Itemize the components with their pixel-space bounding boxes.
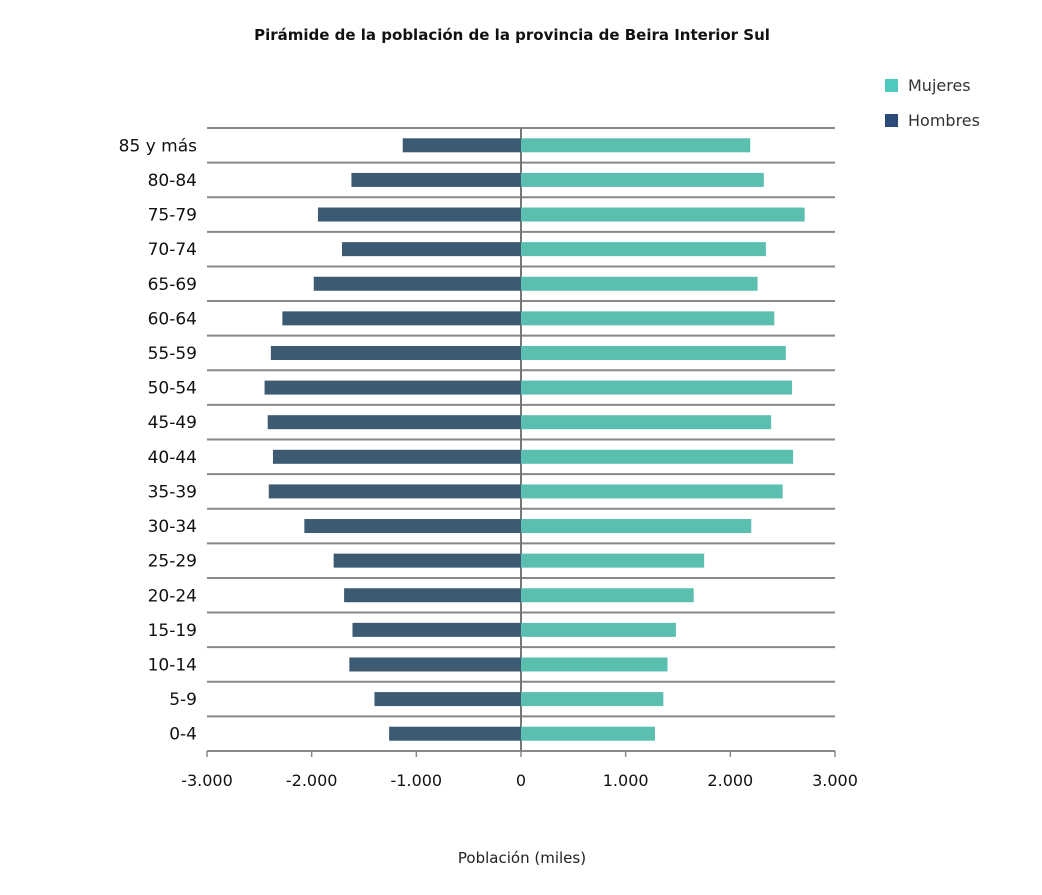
category-label: 65-69 [148,275,197,295]
category-label: 15-19 [148,621,197,641]
category-label: 45-49 [148,413,197,433]
bar-hombres [272,449,521,464]
category-label: 75-79 [148,206,197,226]
bar-mujeres [521,692,664,707]
bar-hombres [282,311,521,326]
x-tick-label: -3.000 [181,771,233,790]
bar-mujeres [521,519,752,534]
bar-hombres [342,242,521,257]
bar-mujeres [521,380,793,395]
category-label: 30-34 [148,517,197,537]
category-label: 5-9 [169,690,197,710]
x-tick-label: 2.000 [707,771,753,790]
bar-mujeres [521,449,794,464]
x-tick-label: -1.000 [391,771,443,790]
legend-label-mujeres: Mujeres [908,76,971,95]
x-tick-label: 0 [516,771,526,790]
category-labels: 85 y más 80-84 75-79 70-74 65-69 60-64 55-59 50… [119,136,197,744]
x-tick-label: 1.000 [603,771,649,790]
bar-hombres [352,622,521,637]
bar-mujeres [521,276,758,291]
category-label: 35-39 [148,482,197,502]
bar-mujeres [521,345,786,360]
legend: Mujeres Hombres [885,76,980,130]
bar-mujeres [521,622,676,637]
category-label: 20-24 [148,586,197,606]
x-axis-label: Población (miles) [458,849,586,867]
bar-hombres [313,276,521,291]
category-label: 85 y más [119,136,197,156]
bar-mujeres [521,415,772,430]
category-label: 25-29 [148,552,197,572]
legend-swatch-mujeres [885,79,898,92]
category-label: 80-84 [148,171,197,191]
category-label: 0-4 [169,725,197,745]
category-label: 55-59 [148,344,197,364]
bar-hombres [402,138,521,153]
x-tick-label: -2.000 [286,771,338,790]
legend-swatch-hombres [885,114,898,127]
bar-hombres [333,553,521,568]
x-tick-labels: -3.000 -2.000 -1.000 0 1.000 2.000 3.000 [181,751,858,790]
bar-hombres [374,692,521,707]
bar-mujeres [521,484,783,499]
category-label: 60-64 [148,309,197,329]
bar-hombres [304,519,521,534]
category-label: 40-44 [148,448,197,468]
legend-label-hombres: Hombres [908,111,980,130]
bar-mujeres [521,242,766,257]
bar-mujeres [521,657,668,672]
bar-mujeres [521,311,775,326]
bar-mujeres [521,588,694,603]
bar-mujeres [521,553,705,568]
bar-hombres [270,345,521,360]
bar-hombres [349,657,521,672]
category-label: 50-54 [148,379,197,399]
bar-hombres [317,207,521,222]
chart-title: Pirámide de la población de la provincia… [254,26,770,44]
bar-mujeres [521,726,655,741]
bar-hombres [389,726,521,741]
x-tick-label: 3.000 [812,771,858,790]
category-label: 10-14 [148,655,197,675]
gridlines [207,127,835,752]
bar-hombres [264,380,521,395]
bar-hombres [268,484,521,499]
bar-hombres [351,172,521,187]
bar-hombres [344,588,521,603]
category-label: 70-74 [148,240,197,260]
bar-mujeres [521,172,764,187]
bar-mujeres [521,138,751,153]
bars [264,138,805,741]
bar-mujeres [521,207,805,222]
bar-hombres [267,415,521,430]
